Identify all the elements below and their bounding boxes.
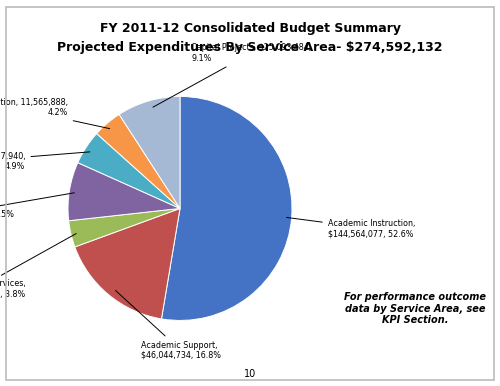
Text: For performance outcome
data by Service Area, see
KPI Section.: For performance outcome data by Service … xyxy=(344,292,486,325)
Text: Academic Support,
$46,044,734, 16.8%: Academic Support, $46,044,734, 16.8% xyxy=(116,290,221,360)
Text: Academic Instruction,
$144,564,077, 52.6%: Academic Instruction, $144,564,077, 52.6… xyxy=(286,217,415,238)
Text: Operations, $23,223,975, 8.5%: Operations, $23,223,975, 8.5% xyxy=(0,193,74,218)
Text: Projected Expenditures By Service Area- $274,592,132: Projected Expenditures By Service Area- … xyxy=(57,41,443,54)
Wedge shape xyxy=(68,163,180,221)
Text: Transportation, 13,577,940,
4.9%: Transportation, 13,577,940, 4.9% xyxy=(0,152,90,171)
Wedge shape xyxy=(68,208,180,247)
Wedge shape xyxy=(75,208,180,319)
Wedge shape xyxy=(96,114,180,208)
Wedge shape xyxy=(162,96,292,320)
Text: Administrative Services,
$10,522,034, 3.8%: Administrative Services, $10,522,034, 3.… xyxy=(0,234,76,299)
Text: FY 2011-12 Consolidated Budget Summary: FY 2011-12 Consolidated Budget Summary xyxy=(100,22,401,36)
Text: Child Nutrition, 11,565,888,
4.2%: Child Nutrition, 11,565,888, 4.2% xyxy=(0,98,110,129)
Text: 10: 10 xyxy=(244,369,256,379)
Wedge shape xyxy=(78,134,180,208)
Text: Capital Projects, $25,093,484,
9.1%: Capital Projects, $25,093,484, 9.1% xyxy=(153,44,312,107)
Wedge shape xyxy=(119,96,180,208)
